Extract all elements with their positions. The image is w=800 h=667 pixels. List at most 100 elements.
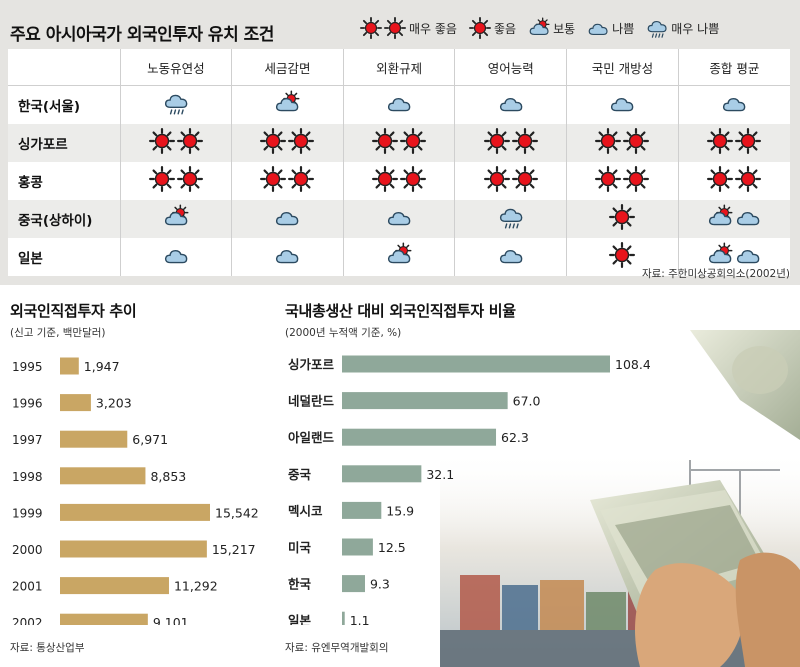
cloud-sun-icon: [163, 204, 189, 230]
rating-cell: [231, 85, 344, 124]
value-label: 6,971: [132, 432, 168, 447]
column-header: 세금감면: [231, 49, 344, 86]
double-sun-icon: [360, 17, 406, 39]
bar: [60, 430, 128, 448]
rating-cell: [231, 124, 344, 162]
rating-cell: [677, 162, 790, 200]
rating-cell: [677, 85, 790, 124]
legend-label: 매우 나쁨: [671, 21, 720, 36]
category-label: 한국: [288, 577, 312, 592]
double-sun-icon: [707, 166, 762, 192]
rating-cell: [231, 162, 344, 200]
category-label: 1996: [12, 397, 43, 411]
rating-cell: [119, 85, 232, 124]
rating-cell: [342, 238, 455, 276]
column-header: 외환규제: [342, 49, 455, 86]
column-header: 노동유연성: [119, 49, 232, 86]
bar: [342, 611, 345, 625]
double-sun-icon: [372, 166, 427, 192]
rating-cell: [231, 238, 344, 276]
value-label: 9,101: [153, 615, 189, 625]
rating-cell: [119, 162, 232, 200]
legend-item: 매우 나쁨: [646, 17, 719, 39]
rating-cell: [566, 124, 679, 162]
double-sun-icon: [372, 128, 427, 154]
value-label: 8,853: [150, 469, 186, 484]
fdi-trend-subtitle: (신고 기준, 백만달러): [10, 327, 106, 339]
row-label: 중국(상하이): [8, 200, 120, 238]
legend-label: 좋음: [493, 21, 517, 36]
column-header: 종합 평균: [677, 49, 790, 86]
double-sun-icon: [707, 128, 762, 154]
cloud-icon: [498, 90, 524, 116]
rating-cell: [342, 85, 455, 124]
double-sun-icon: [483, 128, 538, 154]
sun-icon: [609, 204, 636, 230]
cloud-icon: [274, 242, 300, 268]
row-label: 싱가포르: [8, 124, 120, 162]
gdp-ratio-title: 국내총생산 대비 외국인직접투자 비율: [285, 302, 516, 320]
rating-cell: [566, 238, 679, 276]
rating-cell: [342, 124, 455, 162]
rating-cell: [454, 200, 567, 238]
value-label: 67.0: [513, 394, 541, 409]
row-label: 홍콩: [18, 175, 43, 191]
bar: [60, 467, 146, 485]
column-header: 국민 개방성: [566, 49, 679, 86]
bar: [342, 428, 497, 446]
bar: [60, 394, 91, 412]
gdp-ratio-subtitle: (2000년 누적액 기준, %): [285, 327, 402, 339]
table-header-row: 노동유연성 세금감면 외환규제 영어능력 국민 개방성 종합 평균: [8, 49, 790, 86]
value-label: 108.4: [615, 357, 650, 372]
category-label: 1995: [12, 360, 43, 374]
category-label: 2000: [12, 543, 43, 557]
rating-cell: [454, 238, 567, 276]
category-label: 아일랜드: [288, 430, 335, 445]
value-label: 11,292: [174, 579, 218, 594]
bar: [60, 540, 207, 558]
cloud-icon: [386, 90, 412, 116]
bar: [60, 503, 210, 521]
rating-cell: [454, 124, 567, 162]
cloud-icon: [498, 242, 524, 268]
category-label: 네덜란드: [288, 394, 335, 409]
value-label: 12.5: [378, 540, 406, 555]
category-label: 1997: [12, 433, 43, 447]
bar: [60, 613, 148, 625]
rating-cell: [566, 200, 679, 238]
value-label: 62.3: [501, 430, 529, 445]
bar: [60, 577, 169, 595]
cloud-sun-icon: [274, 90, 300, 116]
rating-cell: [119, 200, 232, 238]
cloud-icon: [587, 17, 609, 39]
value-label: 15,542: [215, 505, 259, 520]
cloud-sun-and-cloud-icon: [707, 204, 761, 230]
corner-cell: [8, 49, 120, 86]
rating-cell: [566, 85, 679, 124]
category-label: 싱가포르: [288, 357, 335, 372]
legend: 매우 좋음 좋음 보통 나쁨 매우 나쁨: [360, 10, 727, 46]
cloud-icon: [274, 204, 300, 230]
rating-cell: [119, 238, 232, 276]
double-sun-icon: [260, 128, 315, 154]
rating-cell: [454, 85, 567, 124]
bar: [342, 501, 382, 519]
value-label: 1,947: [84, 359, 120, 374]
category-label: 멕시코: [288, 503, 323, 518]
column-header: 영어능력: [454, 49, 567, 86]
legend-item: 좋음: [468, 17, 517, 39]
rating-cell: [119, 124, 232, 162]
category-label: 2001: [12, 580, 43, 594]
cloud-icon: [386, 204, 412, 230]
double-sun-icon: [595, 166, 650, 192]
rating-cell: [677, 238, 790, 276]
value-label: 3,203: [96, 396, 132, 411]
legend-item: 매우 좋음: [360, 17, 457, 39]
legend-label: 나쁨: [612, 21, 635, 36]
cloud-sun-icon: [528, 17, 550, 39]
value-label: 9.3: [370, 577, 390, 592]
cloud-icon: [721, 90, 747, 116]
rating-cell: [677, 200, 790, 238]
legend-item: 보통: [528, 17, 575, 39]
table-row: 일본: [8, 238, 790, 276]
